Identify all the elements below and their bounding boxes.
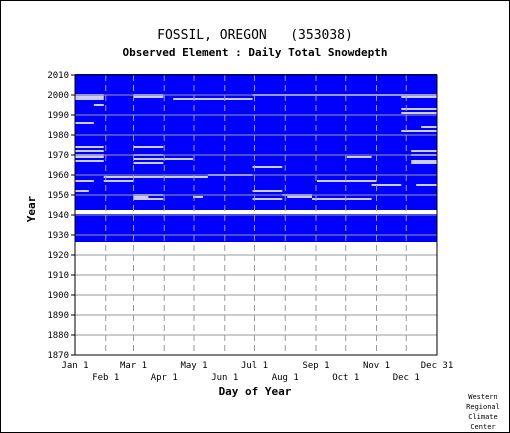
- x-tick-label: Nov 1: [363, 361, 390, 371]
- missing-data-segment: [75, 150, 104, 152]
- missing-data-segment: [252, 198, 283, 200]
- missing-data-segment: [252, 166, 283, 168]
- missing-data-segment: [346, 156, 372, 158]
- y-axis-label: Year: [25, 195, 38, 222]
- y-tick-labels: 1870 1880 1890 1900 1910 1920 1930 1940 1950 1960…: [47, 71, 69, 361]
- y-tick-label: 1880: [47, 331, 69, 341]
- y-tick-label: 1990: [47, 111, 69, 121]
- y-tick-label: 1870: [47, 351, 69, 361]
- plot-border: [74, 74, 438, 356]
- x-tick-labels: Jan 1 Mar 1 May 1 Jul 1 Sep 1 Nov 1 Dec 31 Feb …: [61, 361, 453, 383]
- missing-data-segment: [193, 196, 203, 198]
- missing-data-segment: [401, 96, 437, 98]
- missing-data-segment: [75, 96, 104, 98]
- missing-data-segment: [75, 160, 104, 162]
- x-tick-label: Jul 1: [241, 361, 268, 371]
- x-tick-label: Mar 1: [120, 361, 147, 371]
- y-tick-label: 1970: [47, 151, 69, 161]
- missing-data-segment: [401, 112, 437, 114]
- credit-line-4: Center: [470, 423, 495, 431]
- missing-data-segment: [173, 98, 253, 100]
- missing-data-segment: [411, 162, 437, 164]
- x-tick-label: Dec 31: [421, 361, 454, 371]
- missing-data-segment: [133, 146, 164, 148]
- missing-data-segment: [401, 108, 437, 110]
- missing-data-segment: [421, 126, 437, 128]
- credit-line-1: Western: [468, 393, 498, 401]
- missing-data-segment: [401, 130, 437, 132]
- x-tick-label: Sep 1: [302, 361, 329, 371]
- missing-data-segment: [411, 160, 437, 162]
- y-tick-label: 1980: [47, 131, 69, 141]
- missing-data-segment: [75, 190, 89, 192]
- x-tick-label: May 1: [180, 361, 207, 371]
- y-tick-label: 1940: [47, 211, 69, 221]
- observed-block-1: [75, 214, 437, 242]
- missing-data-segment: [93, 104, 104, 106]
- missing-data-segment: [75, 156, 104, 158]
- y-tick-label: 2010: [47, 71, 69, 81]
- missing-data-segment: [316, 180, 377, 182]
- x-axis-label: Day of Year: [219, 385, 292, 398]
- missing-data-segment: [312, 198, 372, 200]
- chart-subtitle: Observed Element : Daily Total Snowdepth: [123, 46, 388, 59]
- missing-data-segment: [75, 180, 94, 182]
- missing-data-segment: [75, 98, 104, 100]
- credit-line-3: Climate: [468, 413, 498, 421]
- y-tick-label: 1960: [47, 171, 69, 181]
- x-tick-label: Apr 1: [151, 373, 178, 383]
- x-tick-label: Feb 1: [92, 373, 119, 383]
- missing-data-segment: [75, 122, 94, 124]
- credit-line-2: Regional: [466, 403, 500, 411]
- missing-data-segment: [133, 198, 164, 200]
- y-tick-label: 2000: [47, 91, 69, 101]
- chart-title: FOSSIL, OREGON (353038): [157, 28, 353, 43]
- y-tick-label: 1930: [47, 231, 69, 241]
- x-tick-label: Oct 1: [332, 373, 359, 383]
- y-tick-label: 1900: [47, 291, 69, 301]
- missing-data-segment: [133, 196, 149, 198]
- x-tick-label: Jan 1: [61, 361, 88, 371]
- missing-data-segment: [163, 158, 194, 160]
- y-tick-label: 1910: [47, 271, 69, 281]
- missing-data-segment: [133, 96, 164, 98]
- missing-data-segment: [75, 146, 104, 148]
- missing-data-segment: [416, 184, 437, 186]
- y-tick-label: 1890: [47, 311, 69, 321]
- missing-data-segment: [371, 184, 402, 186]
- y-tick-label: 1950: [47, 191, 69, 201]
- missing-data-segment: [287, 196, 313, 198]
- missing-data-segment: [103, 180, 134, 182]
- y-tick-label: 1920: [47, 251, 69, 261]
- missing-data-segment: [252, 190, 283, 192]
- credit-block: Western Regional Climate Center: [466, 393, 500, 431]
- x-tick-label: Aug 1: [272, 373, 299, 383]
- x-tick-label: Dec 1: [393, 373, 420, 383]
- x-tick-label: Jun 1: [211, 373, 238, 383]
- grid-lines: [71, 74, 438, 356]
- missing-data-segment: [133, 158, 164, 160]
- missing-data-segment: [411, 150, 437, 152]
- missing-data-segment: [163, 176, 208, 178]
- missing-data-segment: [133, 162, 164, 164]
